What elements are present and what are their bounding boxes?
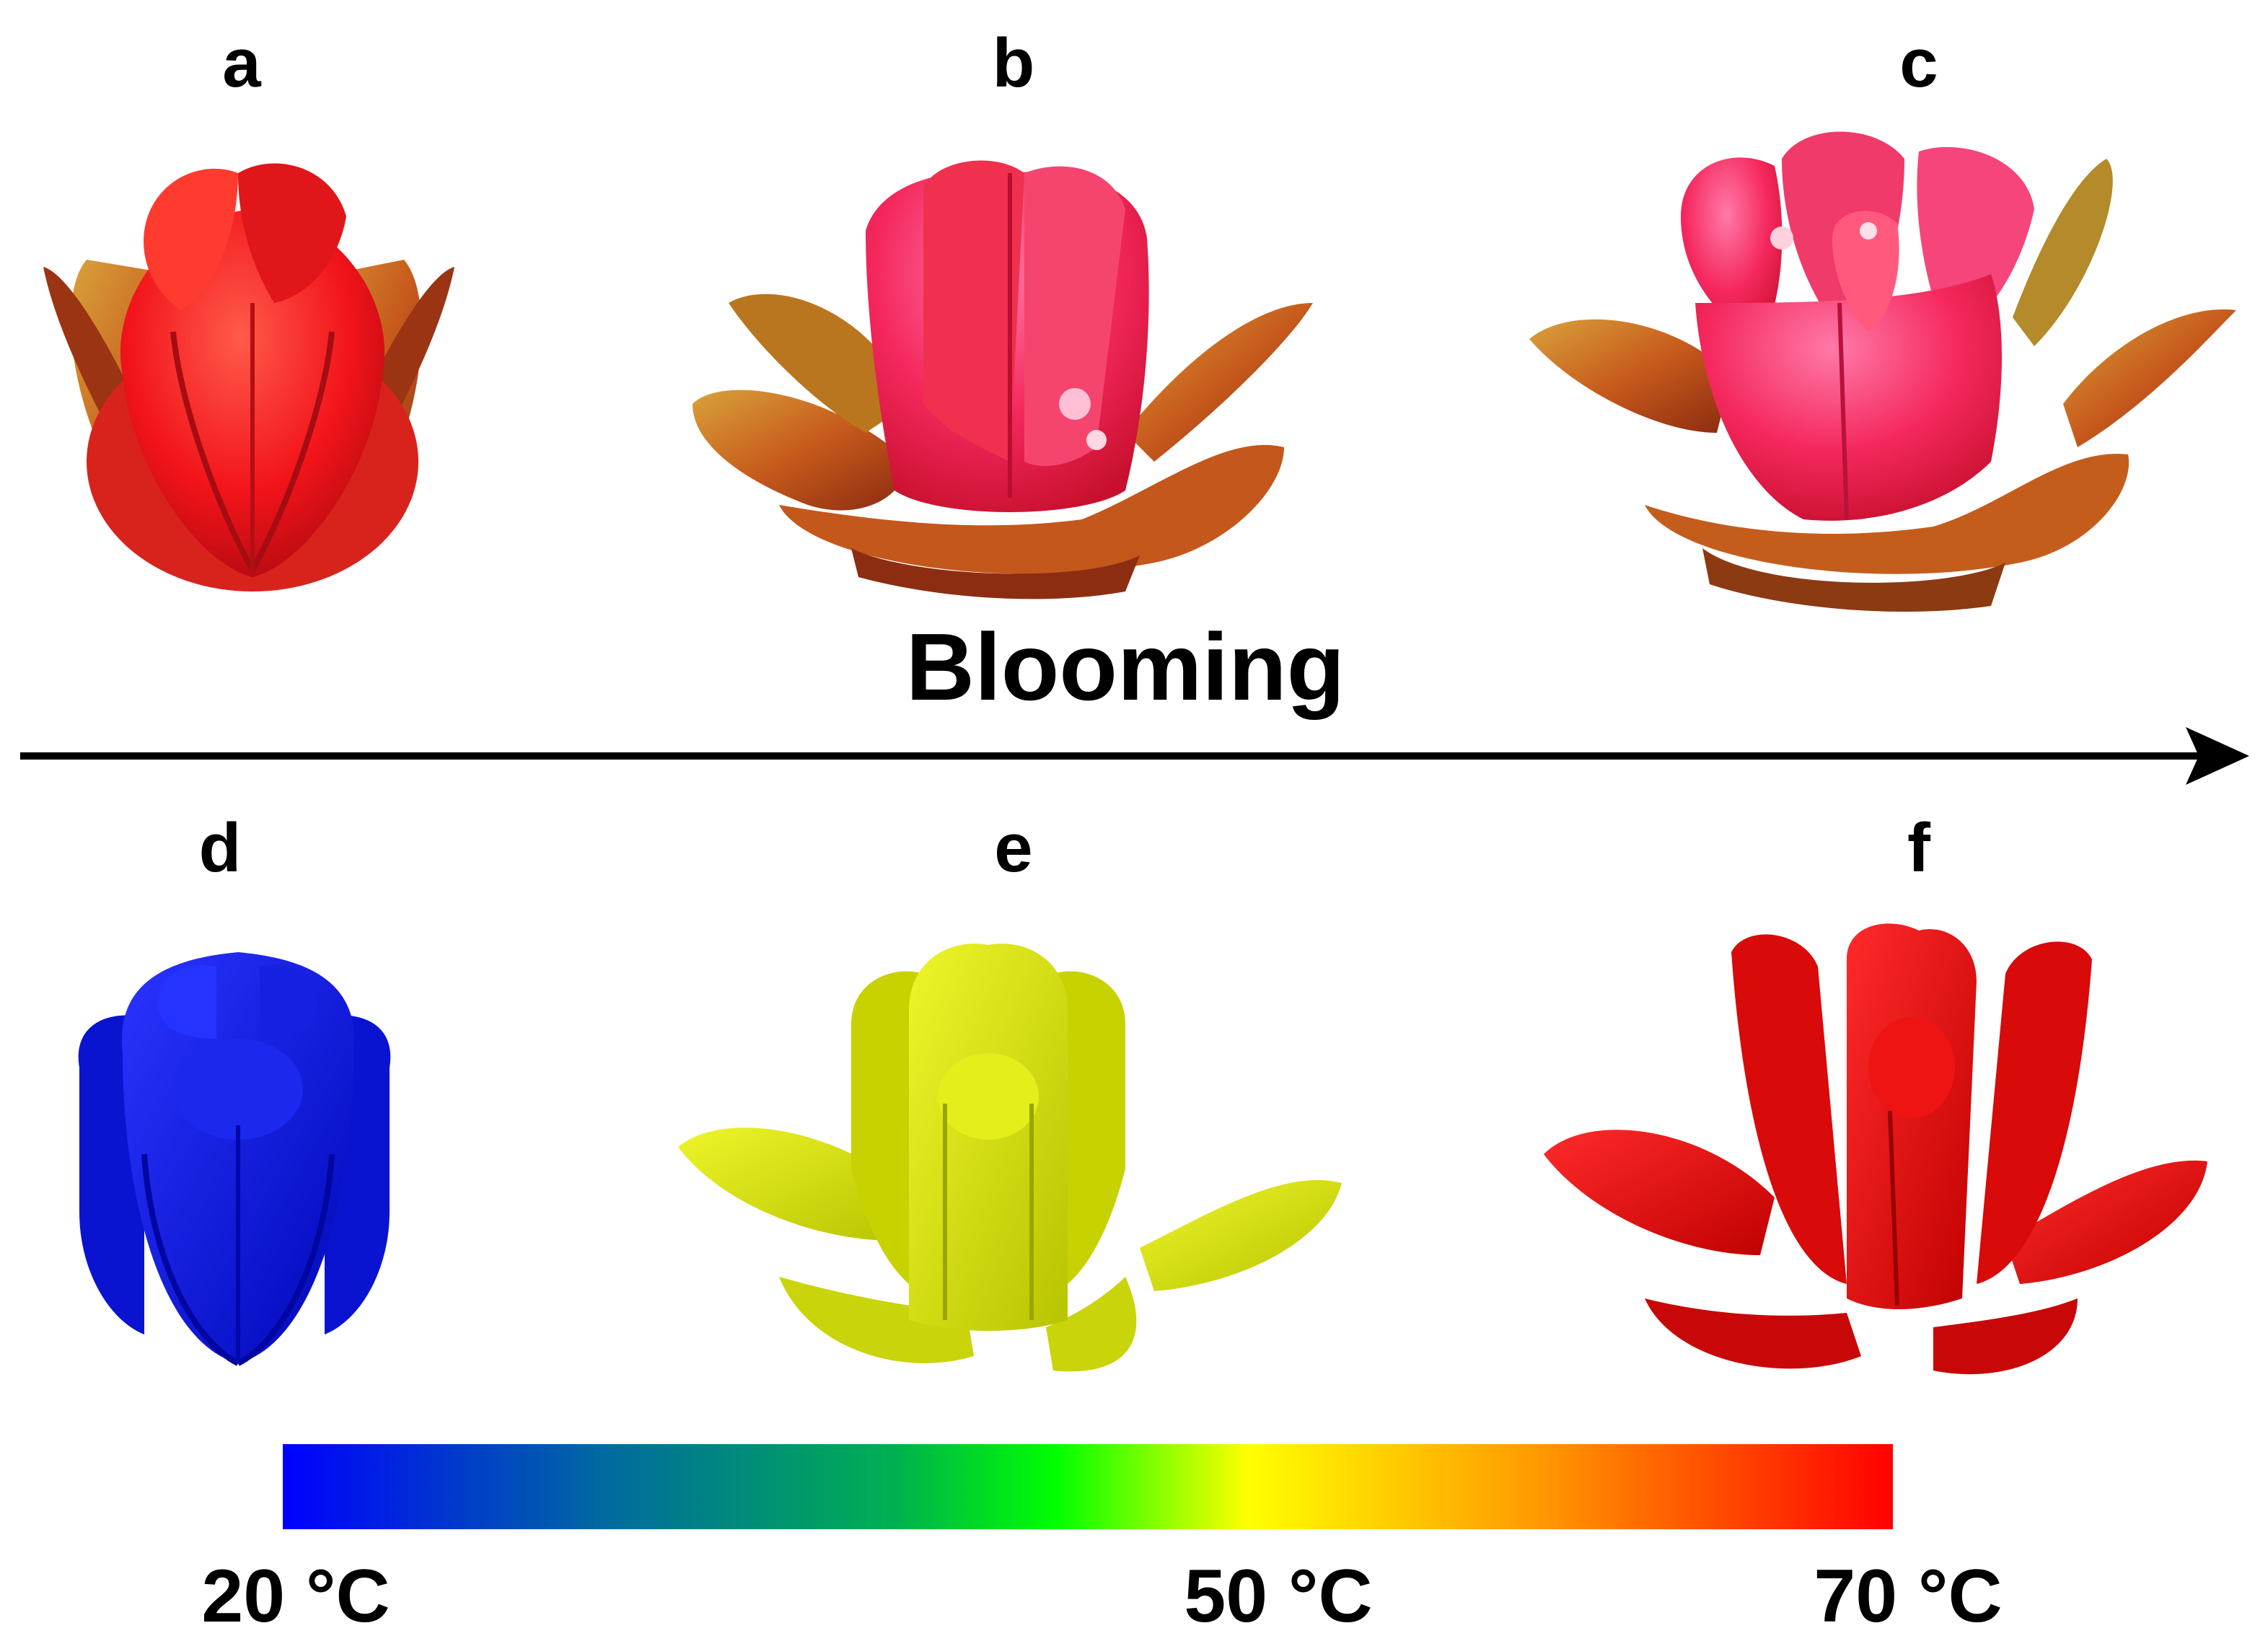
- sim-flower-half-open: [678, 944, 1342, 1372]
- panel-label-f: f: [1907, 809, 1931, 887]
- panel-label-c: c: [1899, 25, 1938, 102]
- photo-flower-half-open: [693, 160, 1313, 599]
- colorbar-mid-label: 50 °C: [1184, 1554, 1372, 1636]
- sim-flower-closed: [78, 952, 391, 1366]
- panel-label-d: d: [199, 809, 242, 887]
- sim-flower-open: [1544, 923, 2207, 1375]
- colorbar-min-label: 20 °C: [201, 1554, 390, 1636]
- panel-label-e: e: [994, 809, 1032, 887]
- photo-flower-closed: [43, 163, 454, 591]
- blooming-label: Blooming: [906, 614, 1345, 720]
- blooming-arrow: [20, 727, 2249, 785]
- colorbar-max-label: 70 °C: [1814, 1554, 2002, 1636]
- photo-flower-open: [1529, 131, 2236, 612]
- panel-label-b: b: [993, 25, 1035, 102]
- temperature-colorbar: [283, 1444, 1893, 1529]
- panel-label-a: a: [222, 25, 261, 102]
